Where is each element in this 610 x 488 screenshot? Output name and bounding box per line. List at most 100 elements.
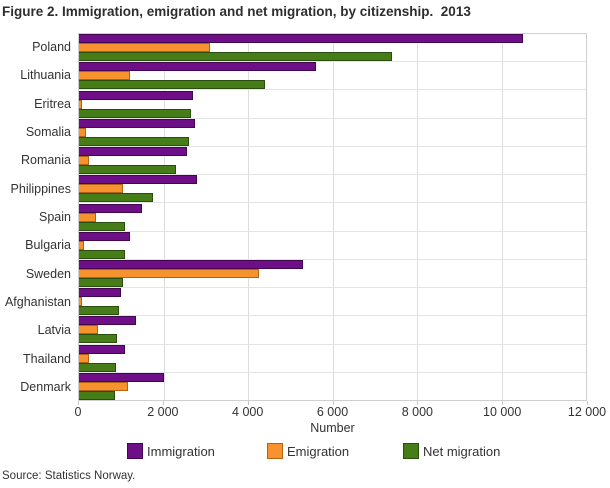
legend-item-immigration: Immigration xyxy=(127,443,215,459)
y-axis-label-denmark: Denmark xyxy=(20,379,71,394)
legend-item-net-migration: Net migration xyxy=(403,443,500,459)
bar-net-migration-afghanistan xyxy=(79,306,120,316)
bar-emigration-thailand xyxy=(79,353,89,363)
bar-emigration-somalia xyxy=(79,127,87,137)
bar-net-migration-bulgaria xyxy=(79,249,125,259)
bar-emigration-latvia xyxy=(79,325,98,335)
y-axis-label-somalia: Somalia xyxy=(25,125,71,140)
bar-emigration-eritrea xyxy=(79,99,82,109)
bar-immigration-latvia xyxy=(79,316,137,326)
y-axis-label-afghanistan: Afghanistan xyxy=(4,294,71,309)
x-tick-label-8000: 8 000 xyxy=(401,405,433,419)
y-axis-label-philippines: Philippines xyxy=(10,181,71,196)
category-row-philippines xyxy=(79,175,586,204)
bar-net-migration-philippines xyxy=(79,193,153,203)
bar-immigration-lithuania xyxy=(79,62,316,72)
bar-emigration-sweden xyxy=(79,268,259,278)
bar-immigration-sweden xyxy=(79,259,303,269)
x-tick-label-2000: 2 000 xyxy=(147,405,179,419)
y-axis-label-poland: Poland xyxy=(32,40,71,55)
bar-net-migration-latvia xyxy=(79,334,118,344)
net-migration-swatch-icon xyxy=(403,443,419,459)
bar-immigration-denmark xyxy=(79,372,164,382)
gridline-2000 xyxy=(163,34,165,400)
category-row-somalia xyxy=(79,118,586,147)
category-row-bulgaria xyxy=(79,231,586,260)
plot-area xyxy=(78,33,587,401)
bar-immigration-thailand xyxy=(79,344,126,354)
y-axis-labels: Poland Lithuania Eritrea Somalia Romania Phil… xyxy=(0,33,74,401)
bar-emigration-bulgaria xyxy=(79,240,85,250)
bar-net-migration-eritrea xyxy=(79,108,191,118)
tick-mark-0 xyxy=(78,401,79,405)
bar-emigration-romania xyxy=(79,156,89,166)
x-tick-label-6000: 6 000 xyxy=(316,405,349,419)
y-axis-label-lithuania: Lithuania xyxy=(20,68,71,83)
bar-emigration-spain xyxy=(79,212,96,222)
gridlines xyxy=(79,34,586,400)
bar-net-migration-thailand xyxy=(79,362,116,372)
category-row-thailand xyxy=(79,344,586,373)
bar-immigration-bulgaria xyxy=(79,231,130,241)
gridline-8000 xyxy=(417,34,418,400)
gridline-4000 xyxy=(248,34,249,400)
bar-net-migration-spain xyxy=(79,221,126,231)
figure-title: Figure 2. Immigration, emigration and ne… xyxy=(2,4,471,19)
tick-mark-4000 xyxy=(247,401,249,405)
immigration-swatch-icon xyxy=(127,443,143,459)
bar-emigration-poland xyxy=(79,43,210,53)
y-axis-label-bulgaria: Bulgaria xyxy=(25,238,71,253)
y-axis-label-thailand: Thailand xyxy=(23,351,71,366)
gridline-10000 xyxy=(501,34,503,400)
tick-mark-6000 xyxy=(332,401,334,405)
source-note: Source: Statistics Norway. xyxy=(2,470,136,482)
category-row-sweden xyxy=(79,259,586,289)
bar-immigration-spain xyxy=(79,203,143,213)
y-axis-label-latvia: Latvia xyxy=(37,323,71,338)
bar-emigration-philippines xyxy=(79,184,124,194)
bar-net-migration-lithuania xyxy=(79,80,265,90)
bar-rows xyxy=(79,34,586,400)
bar-net-migration-sweden xyxy=(79,277,124,287)
tick-mark-2000 xyxy=(162,401,164,405)
category-row-afghanistan xyxy=(79,288,586,317)
y-axis-label-spain: Spain xyxy=(39,210,71,225)
bar-immigration-poland xyxy=(79,34,523,44)
x-tick-label-0: 0 xyxy=(74,405,82,419)
legend-label: Net migration xyxy=(423,443,501,459)
bar-emigration-denmark xyxy=(79,381,128,391)
bar-immigration-somalia xyxy=(79,118,196,128)
y-axis-label-romania: Romania xyxy=(20,153,71,168)
y-axis-label-sweden: Sweden xyxy=(25,266,71,281)
category-row-lithuania xyxy=(79,62,586,91)
x-axis-title: Number xyxy=(310,421,355,435)
bar-immigration-philippines xyxy=(79,175,198,185)
category-row-denmark xyxy=(79,372,586,400)
x-tick-label-10000: 10 000 xyxy=(483,405,522,419)
bar-emigration-lithuania xyxy=(79,71,130,81)
bar-emigration-afghanistan xyxy=(79,297,82,307)
bar-net-migration-somalia xyxy=(79,136,189,146)
tick-mark-12000 xyxy=(587,401,588,405)
x-tick-label-4000: 4 000 xyxy=(232,405,264,419)
emigration-swatch-icon xyxy=(267,443,283,459)
bar-immigration-romania xyxy=(79,147,187,157)
tick-mark-8000 xyxy=(417,401,419,405)
category-row-romania xyxy=(79,147,586,176)
gridline-6000 xyxy=(332,34,334,400)
category-row-spain xyxy=(79,203,586,232)
legend-item-emigration: Emigration xyxy=(267,443,349,459)
x-tick-label-12000: 12 000 xyxy=(567,405,607,419)
bar-net-migration-poland xyxy=(79,52,392,62)
category-row-latvia xyxy=(79,316,586,345)
tick-mark-10000 xyxy=(502,401,504,405)
bar-net-migration-romania xyxy=(79,165,177,175)
bar-immigration-afghanistan xyxy=(79,288,122,298)
legend: Immigration Emigration Net migration xyxy=(0,443,610,463)
category-row-eritrea xyxy=(79,90,586,119)
y-axis-label-eritrea: Eritrea xyxy=(34,96,71,111)
legend-label: Immigration xyxy=(147,443,215,459)
bar-net-migration-denmark xyxy=(79,390,115,400)
bar-immigration-eritrea xyxy=(79,90,194,100)
